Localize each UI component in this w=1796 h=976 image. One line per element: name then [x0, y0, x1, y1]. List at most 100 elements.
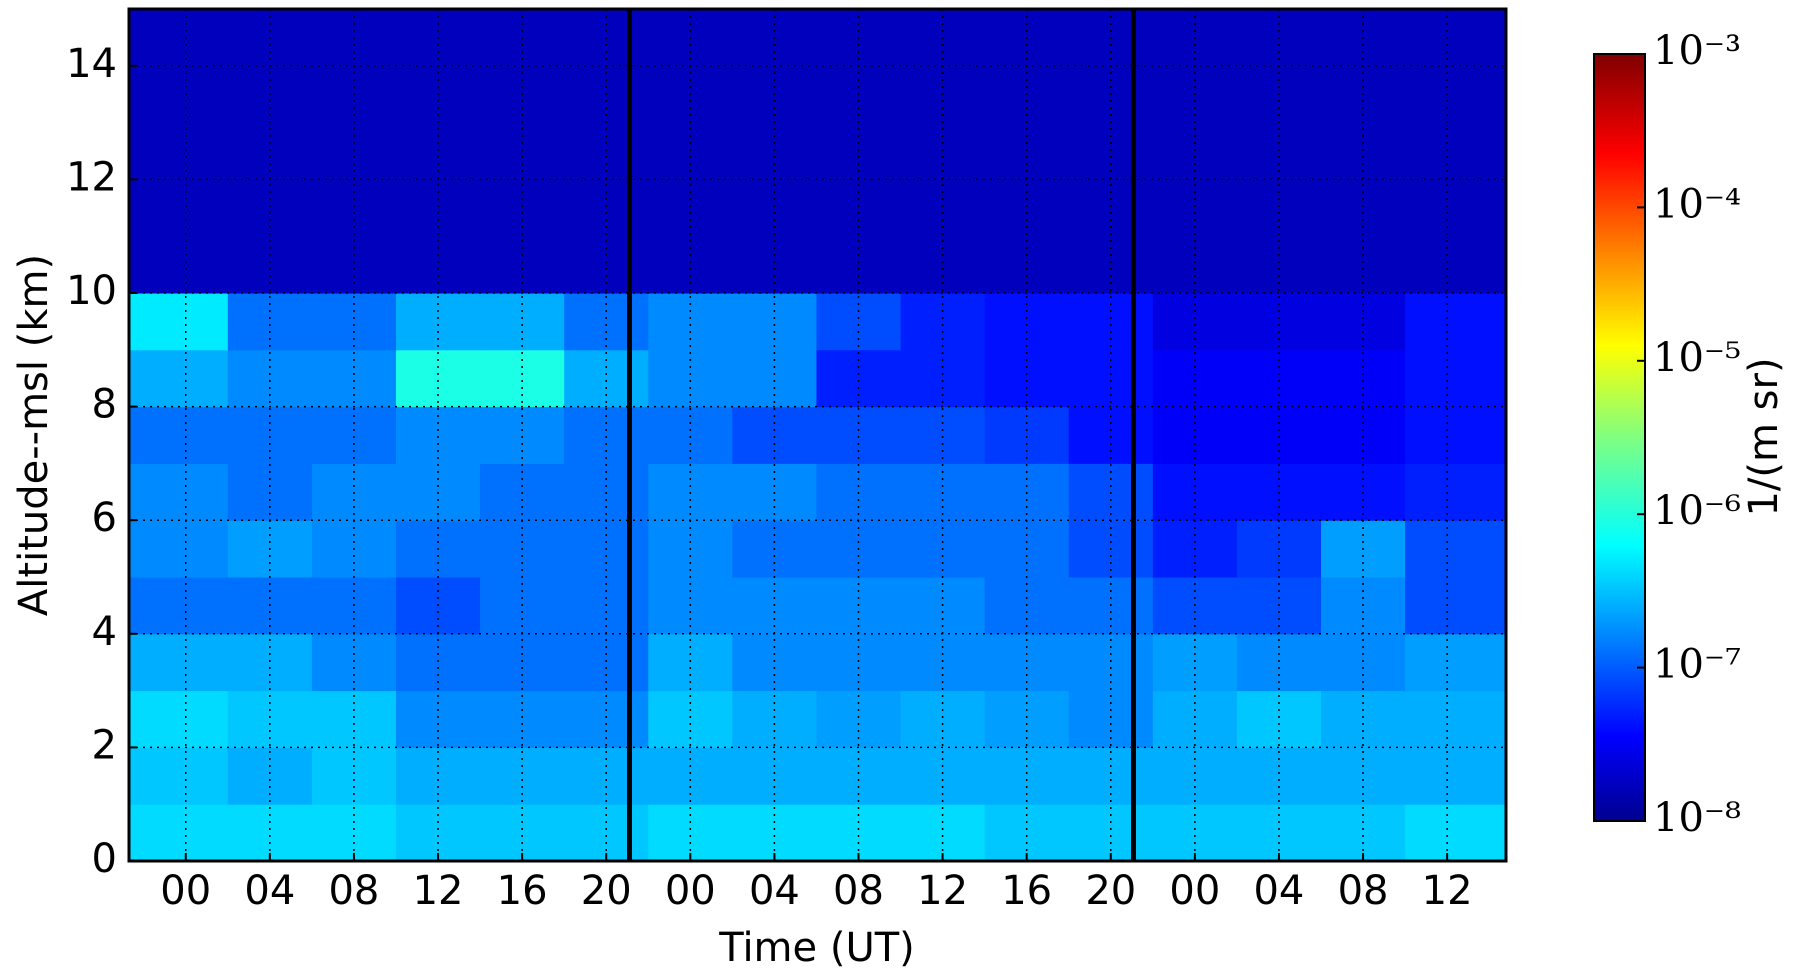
data-gap-divider: [627, 9, 632, 861]
heatmap-cell: [129, 804, 229, 862]
heatmap-cell: [900, 179, 986, 237]
heatmap-cell: [1320, 804, 1406, 862]
y-axis-label: Altitude--msl (km): [11, 254, 57, 616]
heatmap-cell: [984, 293, 1070, 351]
heatmap-cell: [732, 236, 817, 294]
heatmap-cell: [1068, 747, 1154, 805]
colorbar-label: 1/(m sr): [1741, 357, 1787, 516]
y-tick-label: 4: [92, 609, 117, 655]
heatmap-cell: [900, 349, 986, 408]
heatmap-cell: [1236, 690, 1322, 748]
heatmap-cell: [480, 349, 565, 408]
heatmap-cell: [1320, 349, 1406, 408]
heatmap-cell: [816, 179, 902, 237]
heatmap-cell: [564, 349, 649, 408]
heatmap-cell: [129, 690, 229, 748]
heatmap-cell: [129, 65, 229, 124]
y-tick-label: 14: [66, 41, 117, 87]
heatmap-cell: [480, 747, 565, 805]
heatmap-cell: [900, 690, 986, 748]
colorbar: [1593, 53, 1646, 822]
heatmap-cell: [648, 690, 733, 748]
heatmap-cell: [395, 747, 481, 805]
heatmap-cell: [1405, 293, 1507, 351]
heatmap-cell: [900, 236, 986, 294]
x-tick-label: 12: [917, 868, 968, 914]
heatmap-cell: [1320, 236, 1406, 294]
heatmap-cell: [1152, 179, 1238, 237]
heatmap-cell: [1405, 122, 1507, 180]
heatmap-cell: [129, 122, 229, 180]
heatmap-cell: [1405, 577, 1507, 635]
heatmap-cell: [227, 804, 313, 862]
heatmap-cell: [129, 520, 229, 578]
heatmap-cell: [129, 633, 229, 692]
heatmap-cell: [1152, 690, 1238, 748]
x-tick-label: 16: [1001, 868, 1052, 914]
heatmap-cell: [648, 236, 733, 294]
heatmap-cell: [311, 804, 397, 862]
heatmap-cell: [1405, 406, 1507, 464]
heatmap-cell: [227, 747, 313, 805]
heatmap-cell: [1068, 804, 1154, 862]
heatmap-cell: [732, 293, 817, 351]
heatmap-cell: [816, 236, 902, 294]
heatmap-cell: [732, 690, 817, 748]
x-tick-label: 08: [1338, 868, 1389, 914]
heatmap-cell: [227, 690, 313, 748]
heatmap-cell: [732, 747, 817, 805]
heatmap-cell: [311, 690, 397, 748]
heatmap-cell: [480, 293, 565, 351]
heatmap-cell: [1405, 65, 1507, 124]
heatmap-cell: [1236, 179, 1322, 237]
heatmap-cell: [900, 804, 986, 862]
heatmap-cell: [311, 349, 397, 408]
heatmap-cell: [1236, 804, 1322, 862]
heatmap-cell: [1405, 179, 1507, 237]
heatmap-cell: [311, 179, 397, 237]
heatmap-cell: [648, 349, 733, 408]
heatmap-cell: [648, 747, 733, 805]
heatmap-cell: [395, 293, 481, 351]
x-tick-label: 16: [497, 868, 548, 914]
heatmap-cell: [984, 690, 1070, 748]
y-tick-label: 8: [92, 382, 117, 428]
y-tick-label: 0: [92, 836, 117, 882]
x-tick-label: 04: [1253, 868, 1304, 914]
heatmap-cell: [1405, 463, 1507, 521]
heatmap-cell: [1068, 690, 1154, 748]
x-tick-label: 00: [1169, 868, 1220, 914]
heatmap-cell: [480, 690, 565, 748]
heatmap-cell: [816, 804, 902, 862]
heatmap-cell: [564, 179, 649, 237]
heatmap-cell: [129, 236, 229, 294]
heatmap-cell: [1405, 690, 1507, 748]
heatmap-cell: [1405, 747, 1507, 805]
x-tick-label: 04: [749, 868, 800, 914]
heatmap-cell: [129, 9, 229, 67]
heatmap-cell: [395, 690, 481, 748]
colorbar-tick-label: 10⁻⁴: [1653, 181, 1741, 227]
x-tick-label: 08: [833, 868, 884, 914]
heatmap-cell: [1320, 179, 1406, 237]
colorbar-tick-label: 10⁻⁵: [1653, 335, 1741, 381]
heatmap-cell: [1236, 236, 1322, 294]
heatmap-cell: [1320, 690, 1406, 748]
heatmap-cell: [984, 179, 1070, 237]
x-axis-label: Time (UT): [718, 925, 915, 971]
heatmap-cell: [1236, 349, 1322, 408]
heatmap-cell: [129, 293, 229, 351]
heatmap-cell: [816, 690, 902, 748]
x-tick-label: 20: [1085, 868, 1136, 914]
x-tick-label: 12: [413, 868, 464, 914]
heatmap-cell: [1152, 349, 1238, 408]
y-tick-label: 2: [92, 722, 117, 768]
grid: [129, 9, 1506, 862]
y-tick-label: 6: [92, 495, 117, 541]
heatmap-cell: [1068, 293, 1154, 351]
heatmap-cell: [1152, 293, 1238, 351]
heatmap-cell: [732, 804, 817, 862]
heatmap-cell: [564, 236, 649, 294]
heatmap-cell: [129, 179, 229, 237]
heatmap-cell: [395, 804, 481, 862]
